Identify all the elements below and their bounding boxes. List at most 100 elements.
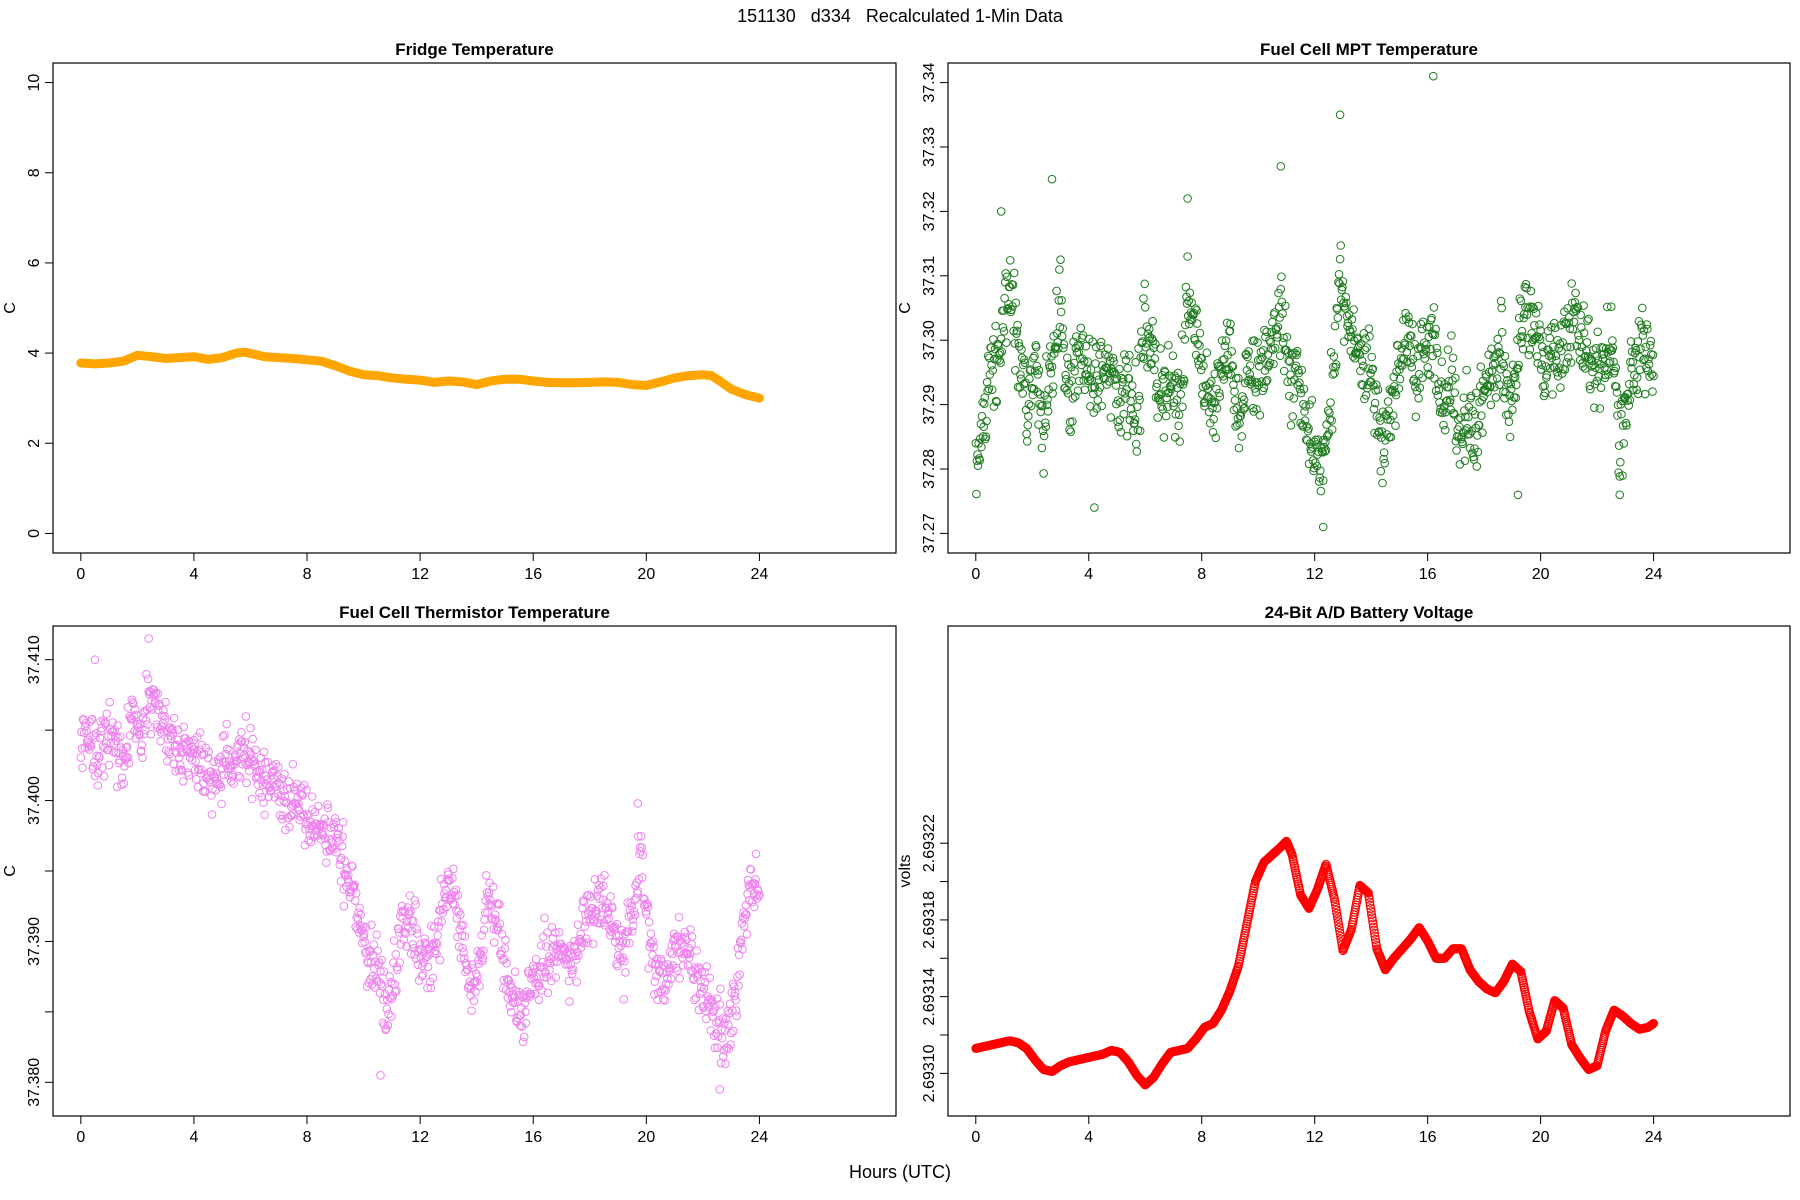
- mpt-data-point: [1144, 333, 1153, 343]
- thermistor-data-point: [226, 777, 236, 786]
- mpt-data-point: [1625, 395, 1635, 405]
- mpt-data-point: [1282, 345, 1291, 355]
- thermistor-data-point: [95, 753, 104, 762]
- thermistor-data-point: [413, 929, 422, 938]
- mpt-data-point: [1276, 284, 1286, 294]
- thermistor-data-point: [715, 1000, 725, 1009]
- thermistor-data-point: [518, 1037, 528, 1047]
- mpt-data-point: [1195, 341, 1204, 350]
- thermistor-data-point: [514, 990, 523, 1000]
- mpt-data-point: [977, 442, 986, 452]
- mpt-data-point: [1301, 402, 1310, 411]
- mpt-data-point: [1038, 426, 1048, 436]
- thermistor-data-point: [586, 915, 595, 924]
- thermistor-data-point: [137, 740, 147, 750]
- mpt-data-point: [1346, 327, 1355, 337]
- mpt-data-point: [983, 386, 992, 396]
- mpt-data-point: [976, 434, 985, 443]
- mpt-data-point: [1643, 324, 1652, 334]
- mpt-data-point: [1169, 398, 1179, 407]
- mpt-data-point: [1573, 303, 1583, 312]
- mpt-data-point: [1217, 336, 1227, 345]
- thermistor-data-point: [160, 715, 170, 724]
- thermistor-data-point: [435, 955, 445, 965]
- mpt-data-point: [1140, 279, 1149, 289]
- mpt-data-point: [1605, 344, 1614, 353]
- thermistor-data-point: [366, 975, 375, 984]
- mpt-data-point: [1233, 420, 1242, 430]
- thermistor-data-point: [141, 716, 151, 725]
- thermistor-data-point: [396, 940, 406, 949]
- mpt-data-point: [1648, 387, 1657, 396]
- thermistor-data-point: [124, 753, 133, 762]
- thermistor-data-point: [449, 864, 458, 874]
- thermistor-data-point: [479, 925, 489, 935]
- mpt-data-point: [1557, 346, 1566, 356]
- thermistor-data-point: [691, 993, 701, 1003]
- mpt-data-point: [1407, 362, 1417, 372]
- thermistor-data-point: [718, 1014, 728, 1023]
- mpt-data-point: [1379, 454, 1388, 464]
- thermistor-data-point: [450, 900, 459, 909]
- mpt-data-point: [1606, 302, 1616, 312]
- mpt-data-point: [1282, 332, 1292, 342]
- mpt-data-point: [1641, 342, 1650, 352]
- thermistor-data-point: [349, 883, 359, 893]
- thermistor-data-point: [187, 742, 196, 752]
- thermistor-data-point: [629, 907, 639, 916]
- thermistor-data-point: [574, 951, 583, 960]
- thermistor-data-point: [652, 954, 662, 964]
- mpt-outlier-point: [1318, 522, 1328, 532]
- thermistor-data-point: [91, 733, 100, 742]
- mpt-data-point: [1500, 351, 1510, 361]
- mpt-data-point: [1034, 366, 1044, 375]
- thermistor-outlier-point: [339, 901, 349, 911]
- battery-data-point: [1333, 914, 1343, 924]
- thermistor-data-point: [395, 958, 405, 967]
- mpt-data-point: [978, 432, 988, 441]
- mpt-data-point: [1278, 309, 1287, 318]
- battery-y-tick-label: 2.69318: [921, 891, 938, 949]
- thermistor-data-point: [197, 765, 206, 774]
- mpt-data-point: [1642, 320, 1652, 329]
- mpt-data-point: [1455, 422, 1464, 432]
- mpt-data-point: [1367, 352, 1376, 362]
- mpt-outlier-point: [1276, 162, 1286, 171]
- mpt-data-point: [1398, 355, 1408, 364]
- thermistor-data-point: [506, 1007, 516, 1017]
- battery-x-tick-label: 0: [971, 1129, 980, 1146]
- mpt-data-point: [1072, 332, 1081, 341]
- thermistor-data-point: [160, 711, 169, 721]
- mpt-data-point: [1020, 358, 1030, 368]
- thermistor-data-point: [603, 909, 613, 918]
- mpt-data-point: [1458, 439, 1467, 449]
- thermistor-outlier-point: [715, 1085, 725, 1094]
- thermistor-data-point: [438, 908, 448, 918]
- mpt-data-point: [981, 432, 991, 442]
- thermistor-data-point: [79, 728, 89, 738]
- thermistor-data-point: [544, 957, 553, 966]
- mpt-data-point: [1304, 424, 1313, 433]
- mpt-data-point: [1542, 371, 1552, 380]
- mpt-data-point: [1555, 363, 1564, 373]
- thermistor-data-point: [308, 805, 318, 815]
- main-title: 151130 d334 Recalculated 1-Min Data: [737, 6, 1063, 26]
- thermistor-data-point: [85, 717, 95, 727]
- mpt-data-point: [992, 397, 1002, 407]
- thermistor-data-point: [78, 763, 87, 773]
- thermistor-data-point: [453, 891, 463, 900]
- mpt-data-point: [1487, 366, 1497, 376]
- mpt-data-point: [997, 347, 1007, 357]
- mpt-data-point: [1179, 376, 1189, 386]
- mpt-data-point: [1357, 356, 1367, 366]
- mpt-data-point: [1639, 355, 1648, 365]
- thermistor-data-point: [740, 914, 750, 924]
- mpt-data-point: [1205, 379, 1214, 389]
- mpt-y-tick-label: 37.29: [921, 384, 938, 424]
- mpt-data-point: [1411, 412, 1421, 422]
- mpt-data-point: [1219, 375, 1229, 384]
- mpt-data-point: [1470, 410, 1480, 419]
- battery-y-tick-label: 2.69322: [921, 814, 938, 872]
- mpt-data-point: [1008, 280, 1018, 290]
- mpt-data-point: [1297, 365, 1306, 375]
